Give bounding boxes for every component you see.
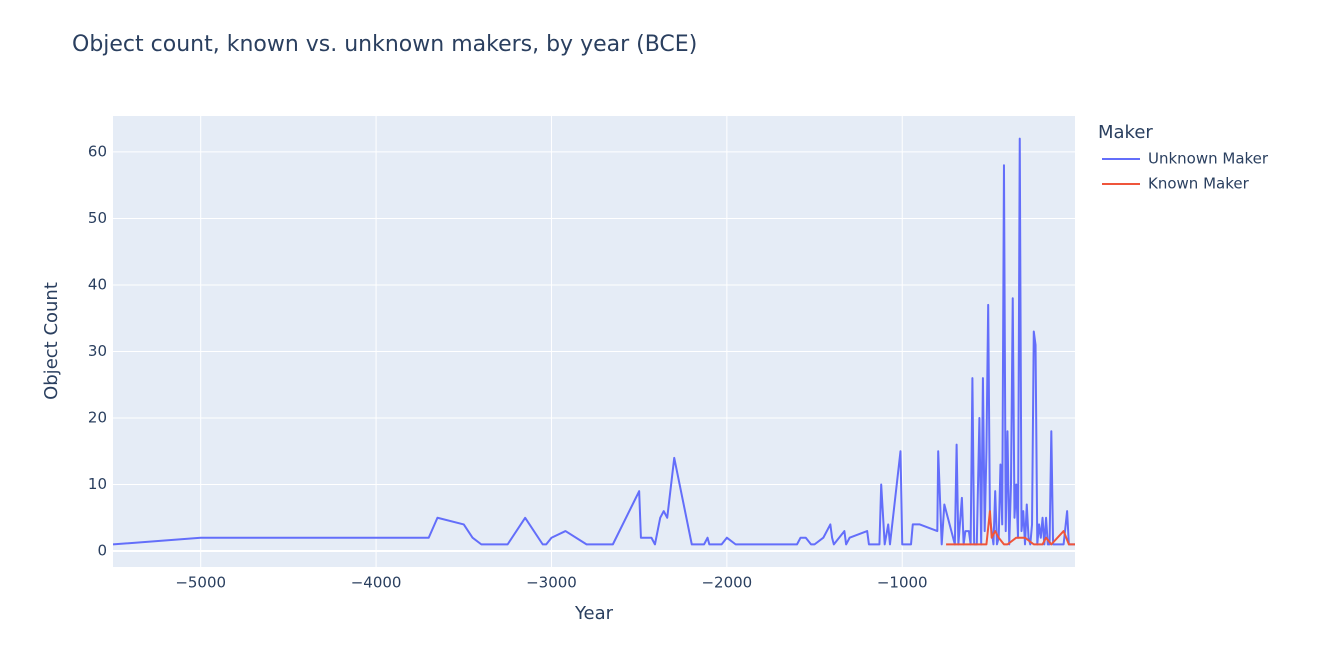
x-axis-title: Year — [574, 603, 614, 624]
chart-title: Object count, known vs. unknown makers, … — [72, 32, 697, 57]
plot-area — [113, 116, 1075, 567]
y-tick-label: 0 — [97, 542, 107, 560]
series-line — [946, 510, 1075, 546]
y-tick-label: 40 — [88, 275, 107, 293]
x-tick-label: −4000 — [351, 574, 402, 592]
y-tick-label: 60 — [88, 142, 107, 160]
y-tick-label: 50 — [88, 209, 107, 227]
x-tick-label: −5000 — [175, 574, 226, 592]
y-tick-label: 30 — [88, 342, 107, 360]
x-tick-label: −1000 — [877, 574, 928, 592]
legend-label: Unknown Maker — [1148, 150, 1269, 168]
x-tick-label: −2000 — [701, 574, 752, 592]
legend-label: Known Maker — [1148, 175, 1250, 193]
y-tick-label: 10 — [88, 475, 107, 493]
x-tick-label: −3000 — [526, 574, 577, 592]
legend-title: Maker — [1098, 122, 1153, 143]
y-axis-title: Object Count — [41, 282, 62, 400]
series-line — [113, 137, 1075, 546]
y-tick-label: 20 — [88, 408, 107, 426]
